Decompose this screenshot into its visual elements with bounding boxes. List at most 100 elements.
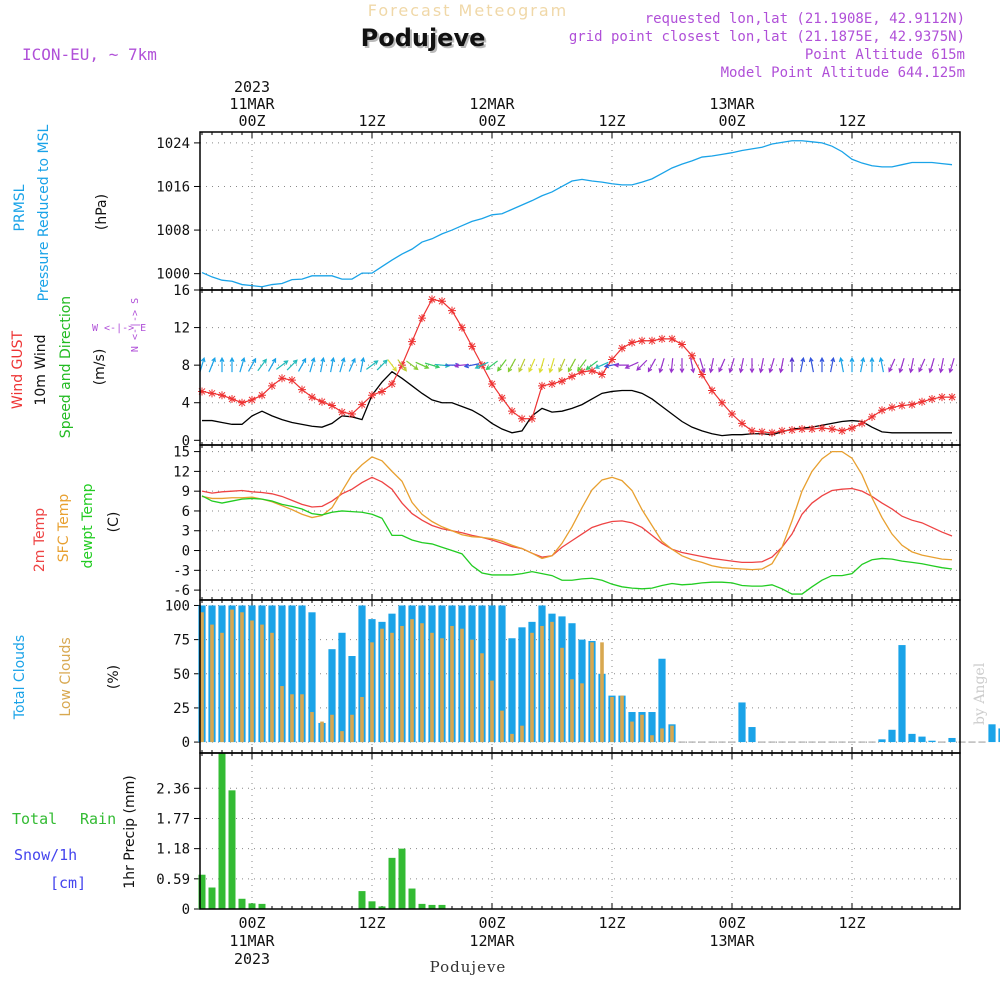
wind-direction-arrow [808, 356, 814, 373]
gust-marker [498, 394, 506, 403]
precip-panel-label: Total Rain Snow/1h [cm] 1hr Precip (mm) [12, 775, 138, 892]
ytick-label: 1000 [156, 267, 190, 283]
faded-title: Forecast Meteogram [368, 1, 568, 20]
gust-marker [278, 374, 286, 383]
low-cloud-bar [490, 680, 494, 743]
bottom-time-label: 00Z [718, 914, 745, 932]
wind-direction-arrow [585, 360, 598, 371]
gust-marker [598, 370, 606, 379]
low-cloud-bar [510, 733, 514, 743]
gust-marker [678, 340, 686, 349]
gust-marker [528, 414, 536, 423]
ytick-label: 1.18 [156, 842, 190, 858]
low-cloud-bar [670, 725, 674, 743]
total-cloud-bar [508, 638, 516, 743]
wind-direction-arrow [624, 361, 639, 369]
gust-marker [338, 408, 346, 417]
ytick-label: 0 [182, 544, 190, 560]
gust-marker [608, 355, 616, 364]
gust-marker [878, 406, 886, 415]
bottom-time-label: 13MAR [709, 932, 755, 950]
gust-marker [508, 407, 516, 416]
cloud-panel-label: Total Clouds Low Clouds (%) [12, 635, 122, 720]
temp-label-sfc: SFC Temp [56, 494, 72, 563]
gust-marker [818, 424, 826, 433]
gust-marker [418, 314, 426, 323]
low-cloud-bar [220, 632, 224, 743]
top-time-label: 2023 [234, 78, 270, 96]
wind-direction-arrow [497, 359, 507, 372]
temp-panel-label: 2m Temp SFC Temp dewpt Temp (C) [32, 483, 122, 572]
precip-label-snow: Snow/1h [14, 846, 77, 864]
wind-direction-arrow [485, 360, 498, 371]
ytick-label: 9 [182, 484, 190, 500]
bottom-time-label: 12Z [598, 914, 625, 932]
low-cloud-bar [410, 619, 414, 743]
low-cloud-bar [480, 653, 484, 743]
gust-marker [208, 389, 216, 398]
gust-marker [648, 336, 656, 345]
wind-direction-arrow [778, 358, 784, 374]
wind-direction-arrow [376, 359, 388, 371]
ytick-label: 16 [173, 283, 190, 299]
gust-marker [588, 366, 596, 375]
bottom-time-label: 00Z [238, 914, 265, 932]
wind-direction-arrow [360, 356, 366, 373]
low-cloud-bar [440, 638, 444, 743]
wind-direction-arrow [849, 356, 855, 373]
ytick-label: 0 [182, 735, 190, 751]
wind-direction-arrow [558, 358, 566, 373]
ytick-label: 2.36 [156, 781, 190, 797]
top-time-label: 12MAR [469, 95, 515, 113]
low-cloud-bar [260, 624, 264, 743]
gust-marker [568, 372, 576, 381]
wind-direction-arrow [768, 357, 775, 374]
low-cloud-bar [610, 696, 614, 743]
gust-marker [948, 393, 956, 402]
gust-marker [298, 385, 306, 394]
wind-direction-arrow [406, 360, 419, 371]
gust-marker [628, 338, 636, 347]
gust-marker [638, 336, 646, 345]
temp-dewpt-line [201, 495, 953, 595]
bottom-time-label: 12MAR [469, 932, 515, 950]
low-cloud-bar [460, 628, 464, 743]
rain-bar [208, 887, 216, 909]
low-cloud-bar [270, 632, 274, 743]
low-cloud-bar [620, 695, 624, 743]
rain-bar [198, 874, 206, 909]
wind-direction-arrow [548, 357, 555, 374]
low-cloud-bar [330, 714, 334, 743]
temp-2m-line [201, 476, 953, 564]
gust-marker [888, 403, 896, 412]
temp-label-2m: 2m Temp [32, 508, 48, 572]
total-cloud-bar [998, 728, 1000, 743]
gridpoint-coords: grid point closest lon,lat (21.1875E, 42… [569, 29, 965, 45]
gust-marker [518, 414, 526, 423]
precip-label-total: Total [12, 810, 57, 828]
wind-direction-arrow [800, 356, 806, 373]
low-cloud-bar [520, 725, 524, 743]
ytick-label: 50 [173, 667, 190, 683]
low-cloud-bar [310, 712, 314, 743]
precip-label-cm: [cm] [50, 874, 86, 892]
wind-direction-arrow [594, 361, 609, 369]
temp-unit-label: (C) [106, 512, 122, 533]
total-cloud-bar [748, 727, 756, 743]
low-cloud-bar [240, 612, 244, 743]
model-altitude: Model Point Altitude 644.125m [721, 65, 965, 81]
wind-direction-arrow [507, 358, 517, 373]
gust-marker [938, 393, 946, 402]
total-cloud-bar [488, 605, 496, 743]
wind-direction-arrow [888, 358, 896, 373]
rain-bar [438, 904, 446, 909]
gust-marker [448, 306, 456, 315]
gust-marker [248, 395, 256, 404]
total-cloud-bar [928, 740, 936, 743]
gust-marker [388, 379, 396, 388]
wind-direction-arrow [928, 357, 935, 374]
low-cloud-bar [590, 642, 594, 743]
ytick-label: 1.77 [156, 811, 190, 827]
watermark: by Angel [972, 662, 988, 725]
